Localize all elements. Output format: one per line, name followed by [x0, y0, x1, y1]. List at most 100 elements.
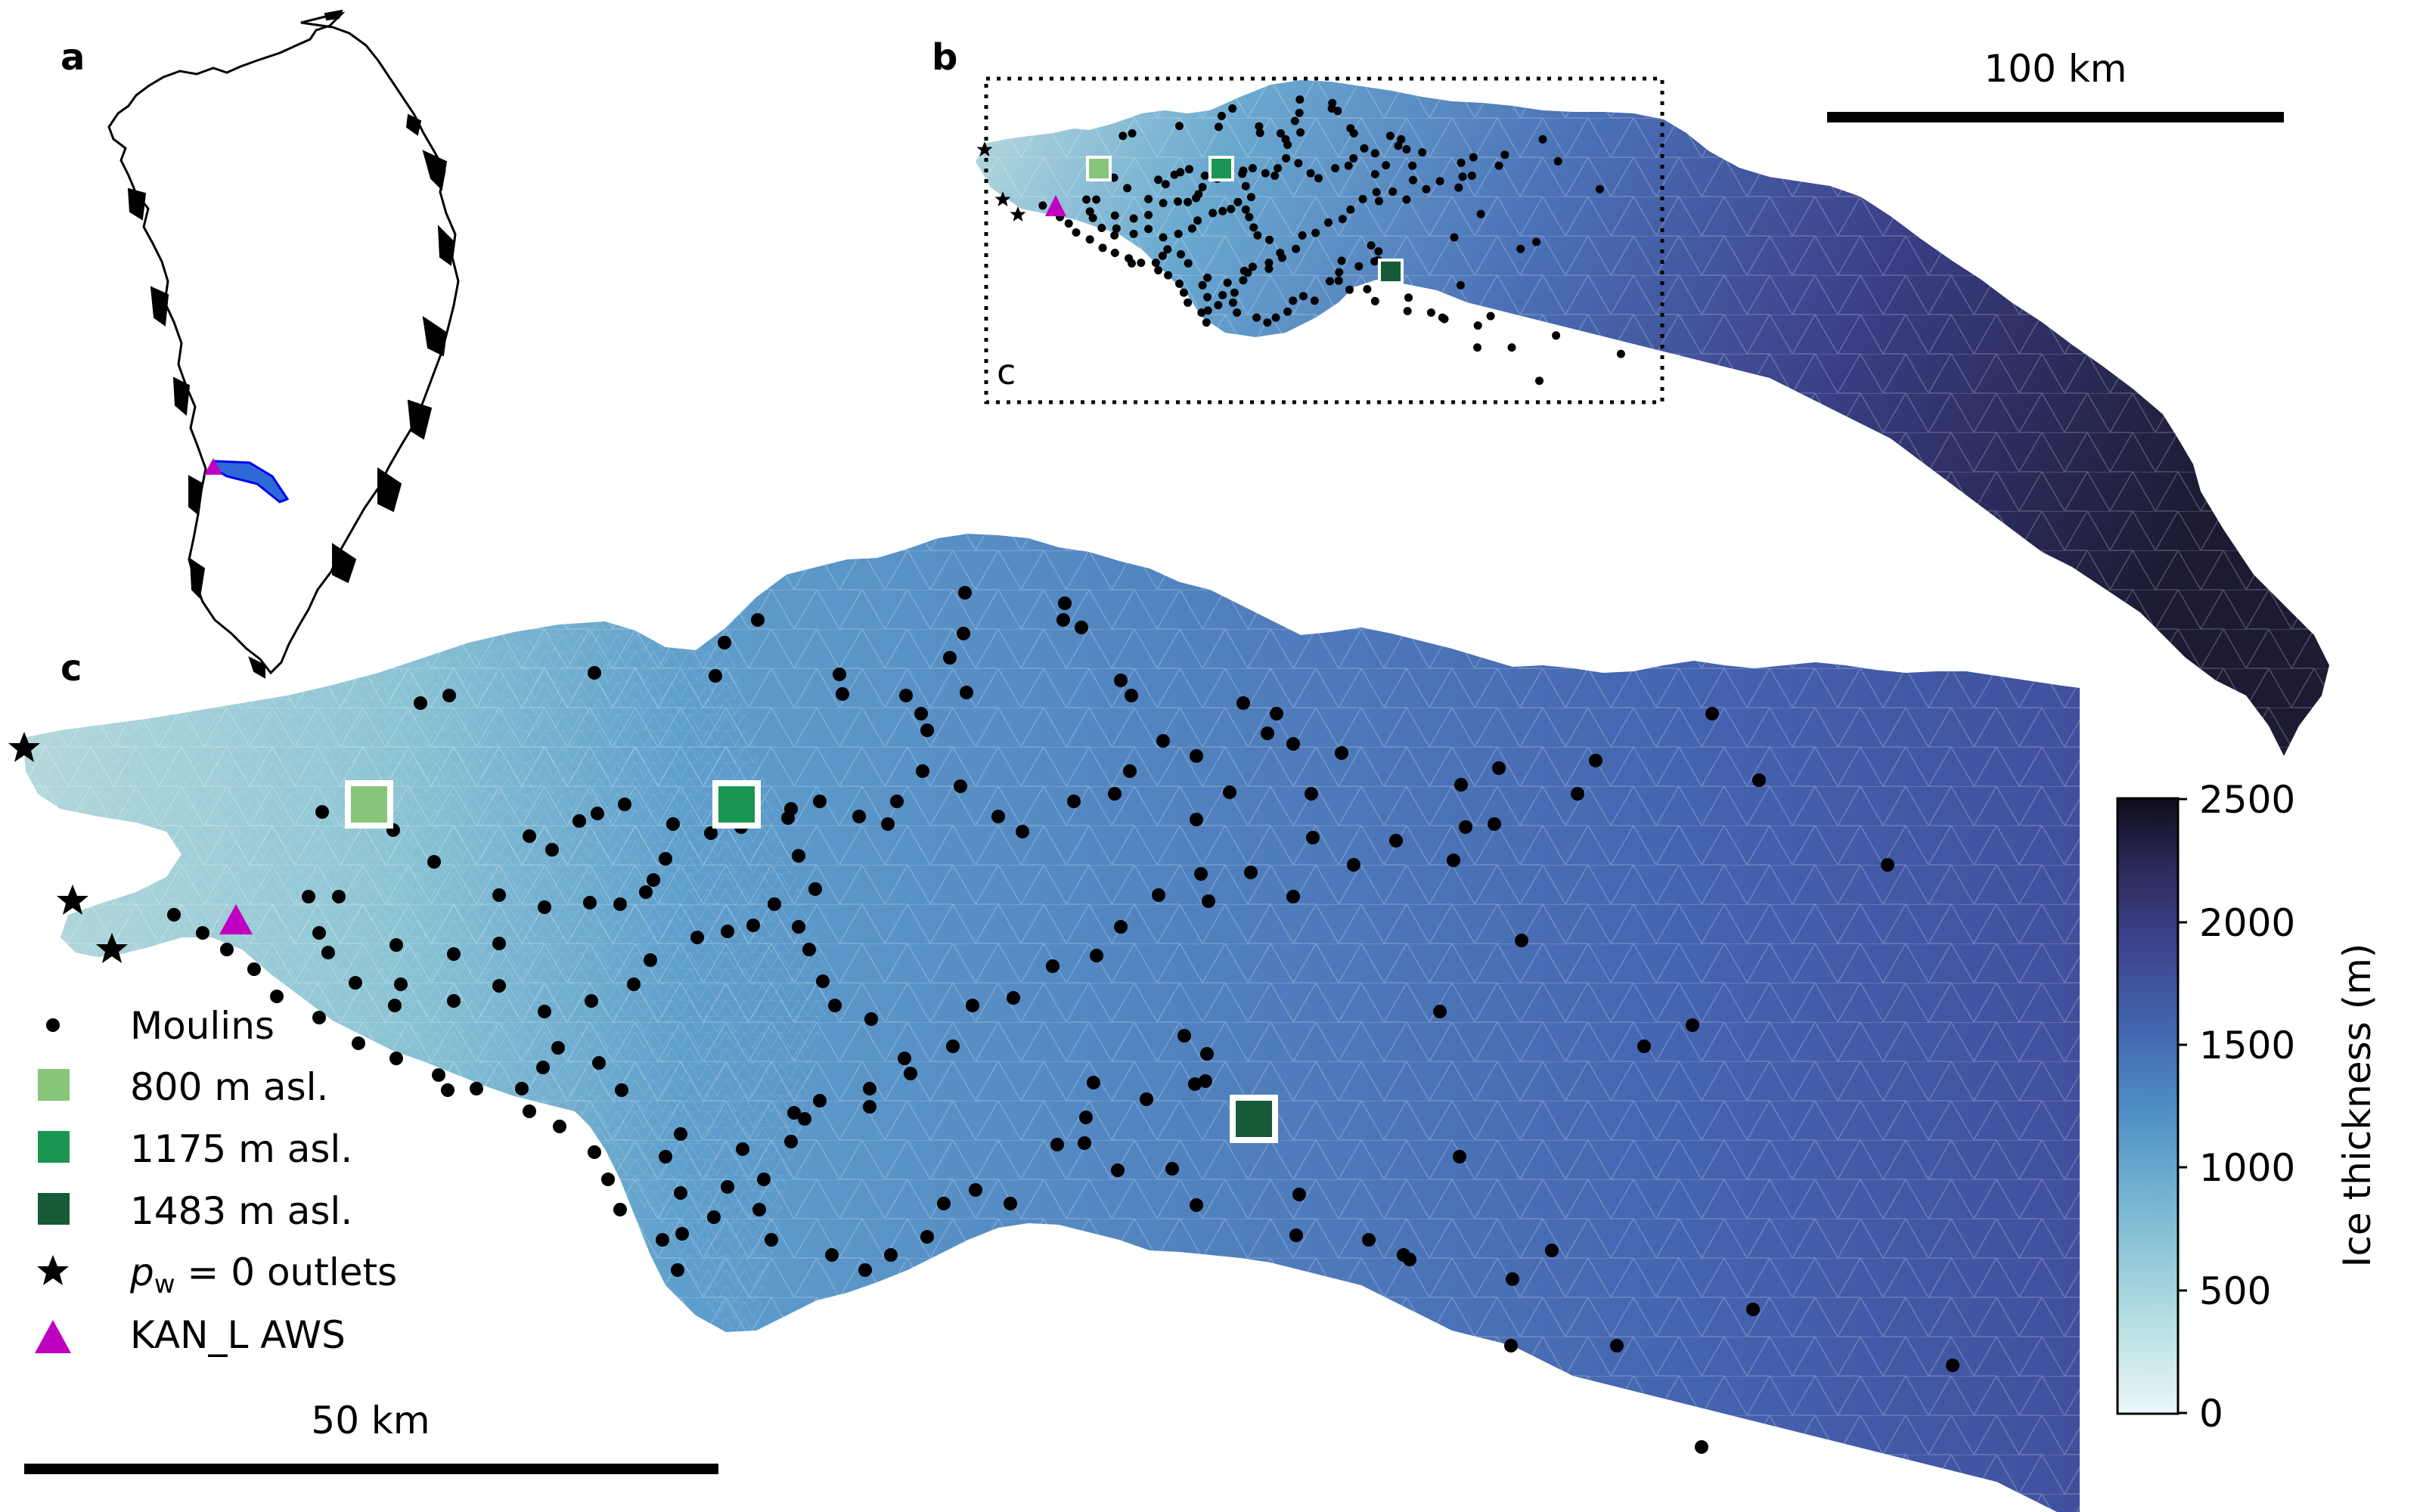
- moulin-dot: [639, 885, 653, 899]
- moulin-dot-overview: [1176, 168, 1185, 177]
- moulin-dot-overview: [1098, 243, 1107, 253]
- moulin-dot-overview: [1294, 159, 1303, 168]
- moulin-dot: [447, 947, 461, 961]
- moulin-dot: [394, 978, 408, 991]
- moulin-dot: [1362, 1233, 1376, 1247]
- moulin-dot-overview: [1253, 231, 1262, 240]
- moulin-dot: [863, 1100, 876, 1114]
- moulin-dot-overview: [1335, 268, 1344, 277]
- moulin-dot: [492, 937, 506, 950]
- moulin-dot-overview: [1238, 169, 1247, 178]
- moulin-dot-overview: [1454, 183, 1463, 192]
- scalebar-50km-label: 50 km: [311, 1399, 430, 1442]
- moulin-dot-overview: [1292, 244, 1301, 253]
- moulin-dot: [969, 1183, 982, 1197]
- moulin-dot: [1114, 674, 1128, 687]
- moulin-dot-overview: [1326, 277, 1334, 286]
- moulin-dot-overview: [1137, 259, 1146, 268]
- legend-moulin-symbol: [46, 1018, 60, 1032]
- moulin-dot-overview: [1184, 259, 1193, 268]
- moulin-dot-overview: [1402, 145, 1411, 153]
- panel-a: a: [60, 9, 460, 679]
- colorbar: 2500 2000 1500 1000 500 0 Ice thickness …: [2116, 778, 2379, 1436]
- moulin-dot-overview: [1249, 223, 1258, 232]
- moulin-dot: [991, 810, 1005, 823]
- outlet-star: [8, 732, 40, 762]
- moulin-dot: [954, 779, 967, 793]
- moulin-dot-overview: [1360, 144, 1369, 153]
- moulin-dot-overview: [1422, 184, 1431, 194]
- moulin-dot: [1046, 959, 1060, 973]
- moulin-dot: [1433, 1005, 1447, 1018]
- outlet-star: [57, 885, 88, 915]
- moulin-dot: [613, 1203, 627, 1216]
- colorbar-tick-1500: 1500: [2199, 1024, 2295, 1067]
- moulin-dot-overview: [1215, 122, 1223, 132]
- moulin-dot-overview: [1233, 197, 1243, 206]
- moulin-dot-overview: [1203, 306, 1212, 315]
- moulin-dot: [1488, 817, 1501, 831]
- moulin-dot: [890, 795, 904, 808]
- moulin-dot-overview: [1289, 296, 1298, 305]
- moulin-dot: [863, 1082, 876, 1095]
- moulin-dot: [1261, 727, 1274, 740]
- moulin-dot-overview: [1346, 205, 1355, 214]
- moulin-dot: [1016, 825, 1029, 838]
- moulin-dot-overview: [1418, 148, 1427, 156]
- legend-1175-symbol: [38, 1131, 70, 1163]
- moulin-dot: [659, 1150, 672, 1163]
- moulin-dot: [220, 943, 234, 956]
- moulin-dot: [1686, 1018, 1699, 1032]
- moulin-dot: [247, 962, 261, 976]
- moulin-dot-overview: [1227, 205, 1236, 213]
- moulin-dot-overview: [1164, 271, 1173, 280]
- moulin-dot-overview: [1185, 165, 1193, 174]
- scalebar-100km: [1827, 112, 2284, 122]
- moulin-dot: [1447, 854, 1460, 867]
- moulin-dot: [960, 686, 973, 699]
- moulin-dot: [332, 890, 346, 903]
- legend-outlets-p: p: [129, 1250, 154, 1294]
- aws-mini-marker: [204, 458, 222, 475]
- moulin-dot-overview: [1184, 298, 1193, 307]
- moulin-dot: [321, 946, 335, 959]
- moulin-dot: [627, 978, 641, 991]
- moulin-dot: [721, 925, 734, 938]
- moulin-dot: [813, 795, 827, 808]
- moulin-dot: [674, 1127, 687, 1141]
- moulin-dot-overview: [1261, 169, 1270, 178]
- moulin-dot: [920, 723, 934, 737]
- moulin-dot: [825, 1248, 839, 1262]
- moulin-dot-overview: [1349, 129, 1358, 138]
- moulin-dot: [1087, 1076, 1100, 1089]
- moulin-dot: [864, 1012, 878, 1026]
- moulin-dot-overview: [1408, 161, 1417, 170]
- moulin-dot: [492, 979, 506, 993]
- moulin-dot: [1056, 613, 1070, 627]
- moulin-dot-overview: [1174, 229, 1183, 238]
- moulin-dot: [441, 1083, 455, 1097]
- colorbar-tick-2500: 2500: [2199, 778, 2295, 822]
- moulin-dot-overview: [1223, 278, 1232, 287]
- moulin-dot-overview: [1270, 171, 1280, 180]
- colorbar-tick-2000: 2000: [2199, 901, 2295, 945]
- moulin-dot-overview: [1295, 95, 1305, 104]
- moulin-dot: [1610, 1339, 1624, 1352]
- moulin-dot: [718, 636, 731, 649]
- moulin-dot: [1459, 820, 1472, 834]
- moulin-dot: [1506, 1272, 1519, 1286]
- moulin-dot: [447, 994, 461, 1008]
- moulin-dot-overview: [1595, 184, 1604, 194]
- panel-c-fine-mesh: [23, 621, 832, 1332]
- colorbar-tick-0: 0: [2199, 1392, 2223, 1436]
- moulin-dot-overview: [1553, 156, 1562, 166]
- moulin-dot-overview: [1187, 224, 1196, 233]
- moulin-dot: [1152, 888, 1165, 902]
- moulin-dot-overview: [1345, 285, 1354, 294]
- moulin-dot-overview: [1144, 210, 1153, 219]
- moulin-dot: [751, 613, 765, 627]
- moulin-dot: [1078, 1136, 1091, 1150]
- moulin-dot: [1079, 1111, 1093, 1124]
- moulin-dot: [312, 926, 326, 940]
- moulin-dot-overview: [1333, 107, 1342, 116]
